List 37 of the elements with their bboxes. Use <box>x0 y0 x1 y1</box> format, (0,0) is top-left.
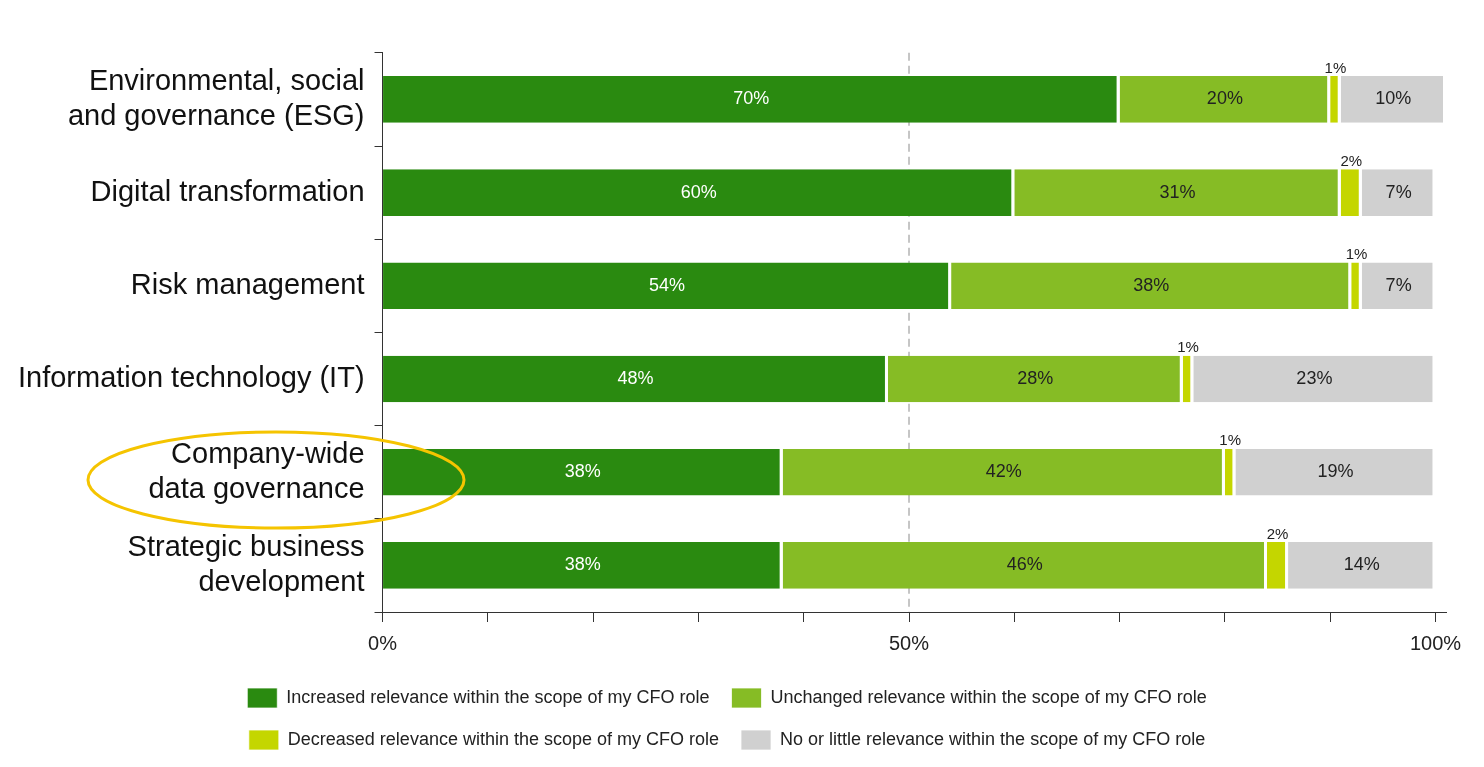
data-label: 14% <box>1343 554 1380 575</box>
data-label: 70% <box>733 88 770 109</box>
data-label: 46% <box>1006 554 1043 575</box>
data-label: 38% <box>1133 274 1170 295</box>
y-tick-label: Environmental, social and governance (ESG) <box>67 64 365 131</box>
y-tick-label: Strategic business development <box>127 530 365 597</box>
y-tick-label: Information technology (IT) <box>17 361 365 393</box>
x-tick-label: 100% <box>1409 631 1462 654</box>
data-label: 1% <box>1345 244 1368 262</box>
y-tick-label: Risk management <box>130 267 365 300</box>
data-label: 1% <box>1177 338 1199 356</box>
data-label: 42% <box>985 461 1022 482</box>
data-label: 1% <box>1219 431 1241 449</box>
legend-label: No or little relevance within the scope of my CFO role <box>780 728 1206 749</box>
data-label: 7% <box>1385 181 1412 202</box>
data-label: 31% <box>1159 181 1196 202</box>
data-label: 48% <box>617 367 654 388</box>
legend-label: Unchanged relevance within the scope of my CFO role <box>770 686 1207 707</box>
data-label: 60% <box>680 181 717 202</box>
data-label: 10% <box>1375 88 1412 109</box>
data-label: 19% <box>1317 461 1354 482</box>
legend-label: Increased relevance within the scope of my CFO role <box>286 686 710 707</box>
data-label: 2% <box>1340 151 1363 169</box>
legend-label: Decreased relevance within the scope of my CFO role <box>287 728 720 749</box>
data-label: 38% <box>564 554 601 575</box>
x-tick-label: 50% <box>888 631 930 654</box>
data-label: 38% <box>564 461 601 482</box>
data-label: 2% <box>1266 524 1289 542</box>
y-tick-label: Company-wide data governance <box>148 436 365 504</box>
data-label: 54% <box>649 274 686 295</box>
data-label: 1% <box>1324 58 1347 76</box>
data-label: 23% <box>1296 367 1333 388</box>
data-label: 20% <box>1206 88 1243 109</box>
data-label: 28% <box>1017 367 1054 388</box>
data-label: 7% <box>1385 274 1412 295</box>
x-tick-label: 0% <box>368 631 398 654</box>
y-tick-label: Digital transformation <box>90 174 365 207</box>
